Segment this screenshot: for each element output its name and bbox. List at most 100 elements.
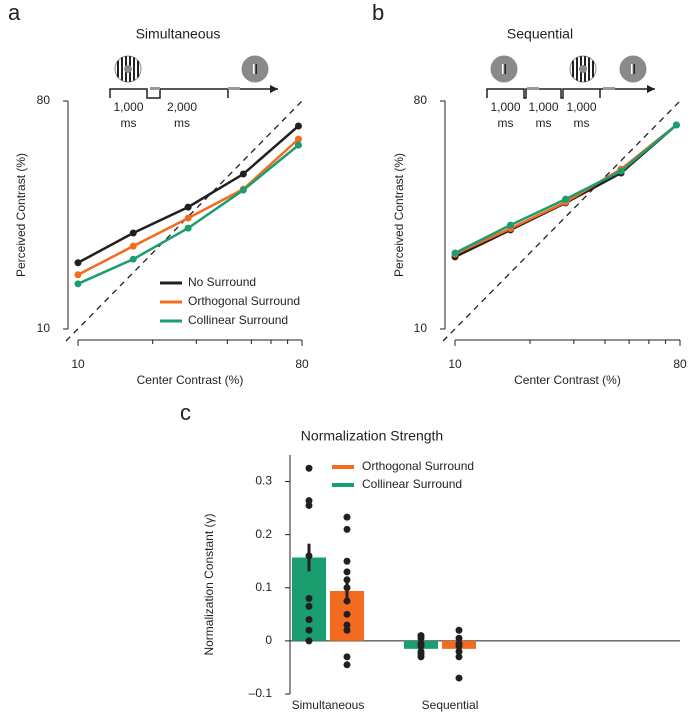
subject-point bbox=[343, 621, 351, 629]
stripe bbox=[133, 57, 135, 81]
y-tick-label: 0.1 bbox=[255, 580, 272, 594]
point bbox=[74, 259, 82, 267]
gray-interval bbox=[603, 87, 615, 90]
duration-unit: ms bbox=[574, 116, 590, 130]
y-tick-label: 0.2 bbox=[255, 527, 272, 541]
subject-point bbox=[343, 610, 351, 618]
stimulus-icon bbox=[241, 55, 269, 83]
subject-point bbox=[343, 557, 351, 565]
legend-label: Collinear Surround bbox=[362, 477, 462, 491]
series-line bbox=[77, 144, 300, 285]
stripe bbox=[121, 57, 123, 81]
timeline bbox=[486, 88, 601, 99]
chart-title: Sequential bbox=[507, 26, 573, 42]
subject-point bbox=[417, 653, 425, 661]
point bbox=[294, 122, 302, 130]
point bbox=[129, 242, 137, 250]
stripe bbox=[588, 57, 590, 81]
subject-point bbox=[455, 674, 463, 682]
point bbox=[451, 249, 459, 257]
duration: 1,000 bbox=[113, 100, 143, 114]
y-tick-label: 10 bbox=[414, 321, 428, 335]
subject-point bbox=[305, 501, 313, 509]
panel-label: a bbox=[8, 0, 21, 25]
duration-unit: ms bbox=[174, 116, 190, 130]
stripe bbox=[576, 57, 578, 81]
subject-point bbox=[305, 626, 313, 634]
point bbox=[184, 203, 192, 211]
subject-point bbox=[343, 584, 351, 592]
point bbox=[129, 255, 137, 263]
y-tick-label: 80 bbox=[37, 93, 51, 107]
point bbox=[672, 121, 680, 129]
subject-point bbox=[343, 597, 351, 605]
gray-interval bbox=[527, 87, 539, 90]
point bbox=[562, 195, 570, 203]
subject-point bbox=[305, 602, 313, 610]
duration: 2,000 bbox=[167, 100, 197, 114]
center bbox=[579, 65, 587, 73]
duration: 1,000 bbox=[528, 100, 558, 114]
point bbox=[294, 135, 302, 143]
chart-title: Normalization Strength bbox=[301, 428, 443, 444]
panel-label: c bbox=[180, 400, 191, 425]
center bbox=[124, 65, 132, 73]
x-tick-label: 10 bbox=[448, 357, 462, 371]
subject-point bbox=[455, 642, 463, 650]
point bbox=[74, 271, 82, 279]
subject-point bbox=[343, 568, 351, 576]
panel-label: b bbox=[372, 0, 384, 25]
subject-point bbox=[455, 626, 463, 634]
x-tick-label: Simultaneous bbox=[292, 698, 365, 712]
stripe bbox=[572, 60, 574, 78]
subject-point bbox=[343, 525, 351, 533]
gabor bbox=[631, 64, 633, 74]
stimulus-icon bbox=[490, 55, 518, 83]
point bbox=[617, 167, 625, 175]
stripe bbox=[592, 60, 594, 78]
y-tick-label: 0.3 bbox=[255, 474, 272, 488]
subject-point bbox=[417, 634, 425, 642]
point bbox=[239, 170, 247, 178]
subject-point bbox=[343, 513, 351, 521]
y-axis-label: Perceived Contrast (%) bbox=[14, 153, 28, 277]
y-tick-label: 80 bbox=[414, 93, 428, 107]
chart-title: Simultaneous bbox=[136, 26, 221, 42]
legend-label: Collinear Surround bbox=[188, 313, 288, 327]
x-tick-label: 80 bbox=[295, 357, 309, 371]
gabor bbox=[255, 64, 257, 74]
duration: 1,000 bbox=[566, 100, 596, 114]
y-tick-label: –0.1 bbox=[249, 686, 273, 700]
timeline bbox=[109, 88, 229, 99]
subject-point bbox=[455, 648, 463, 656]
subject-point bbox=[343, 626, 351, 634]
gray-interval bbox=[150, 87, 160, 90]
y-tick-label: 10 bbox=[37, 321, 51, 335]
subject-point bbox=[305, 552, 313, 560]
y-tick-label: 0 bbox=[265, 633, 272, 647]
duration-unit: ms bbox=[121, 116, 137, 130]
point bbox=[184, 224, 192, 232]
subject-point bbox=[305, 594, 313, 602]
gabor bbox=[502, 64, 504, 74]
point bbox=[129, 229, 137, 237]
y-axis-label: Normalization Constant (γ) bbox=[202, 513, 216, 655]
point bbox=[184, 214, 192, 222]
legend-label: Orthogonal Surround bbox=[362, 459, 474, 473]
subject-point bbox=[343, 576, 351, 584]
subject-point bbox=[343, 661, 351, 669]
identity-line bbox=[442, 100, 681, 342]
duration-unit: ms bbox=[536, 116, 552, 130]
series-line bbox=[454, 123, 678, 256]
subject-point bbox=[417, 642, 425, 650]
x-tick-label: Sequential bbox=[422, 698, 479, 712]
subject-point bbox=[455, 634, 463, 642]
arrowhead bbox=[647, 85, 655, 93]
point bbox=[294, 141, 302, 149]
series-line bbox=[454, 123, 678, 255]
legend-label: No Surround bbox=[188, 275, 256, 289]
subject-point bbox=[305, 637, 313, 645]
x-tick-label: 80 bbox=[673, 357, 687, 371]
subject-point bbox=[343, 653, 351, 661]
